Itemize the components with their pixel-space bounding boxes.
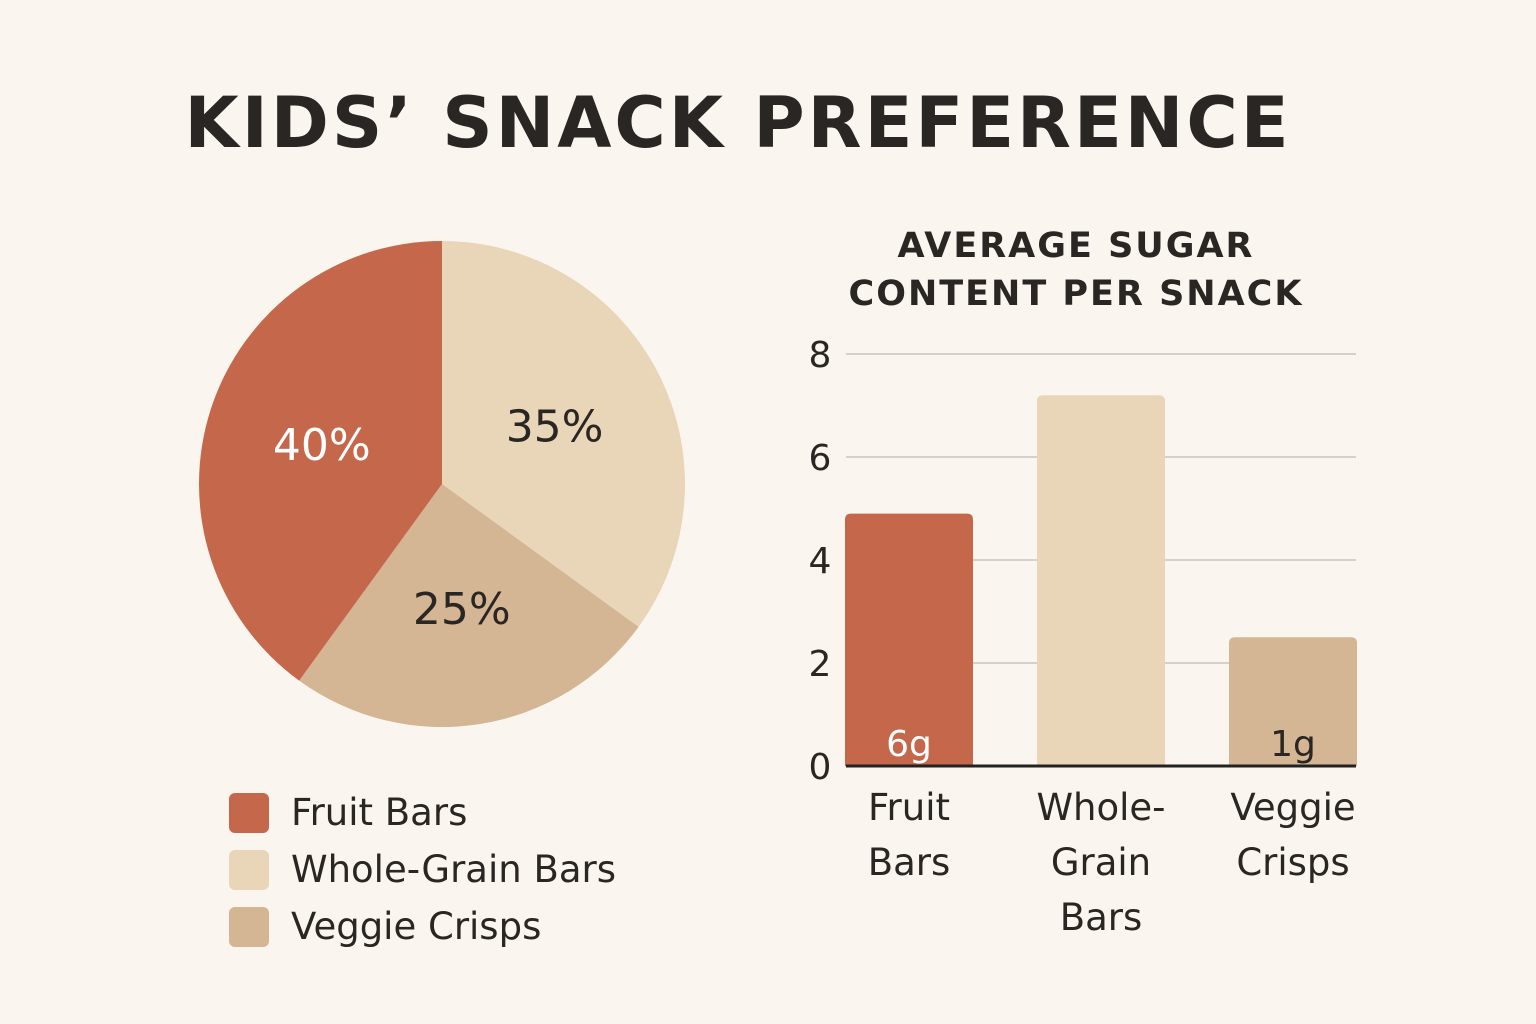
pie-slice [199, 241, 442, 681]
x-tick-label: Bars [868, 841, 951, 884]
chart-title: KIDS’ SNACK PREFERENCE [184, 82, 1292, 164]
legend-item-fruit-bars: Fruit Bars [229, 784, 616, 841]
x-tick-label: Crisps [1236, 841, 1349, 884]
legend-swatch [229, 792, 269, 833]
bar-title-line: CONTENT PER SNACK [848, 274, 1304, 314]
y-tick-label: 2 [809, 644, 832, 685]
pie-legend: Fruit Bars Whole-Grain Bars Veggie Crisp… [229, 784, 616, 955]
legend-swatch [229, 906, 269, 947]
x-tick-label: Whole- [1036, 786, 1165, 829]
legend-label: Fruit Bars [291, 791, 468, 834]
bar [1037, 395, 1165, 766]
bar [1229, 637, 1357, 766]
y-tick-label: 0 [809, 747, 832, 788]
y-tick-label: 6 [809, 438, 832, 479]
pie-slice [442, 241, 685, 627]
legend-swatch [229, 849, 269, 890]
pie-slice-label: 40% [273, 420, 371, 471]
y-tick-label: 8 [809, 335, 832, 376]
legend-item-whole-grain-bars: Whole-Grain Bars [229, 841, 616, 898]
bar-title-line: AVERAGE SUGAR [897, 226, 1255, 266]
x-tick-label: Grain [1051, 841, 1151, 884]
x-tick-label: Fruit [868, 786, 950, 829]
x-tick-label: Bars [1060, 896, 1143, 939]
y-tick-label: 4 [809, 541, 832, 582]
x-tick-label: Veggie [1230, 786, 1355, 829]
bar [845, 513, 973, 766]
pie-slice-label: 25% [413, 584, 511, 635]
pie-slice [299, 484, 639, 727]
bar-data-label: 1g [1270, 724, 1316, 765]
legend-label: Whole-Grain Bars [291, 848, 617, 891]
legend-label: Veggie Crisps [291, 905, 542, 948]
bar-chart-title: AVERAGE SUGAR CONTENT PER SNACK [846, 222, 1306, 318]
pie-slice-label: 35% [506, 402, 604, 453]
bar-data-label: 6g [886, 724, 932, 765]
legend-item-veggie-crisps: Veggie Crisps [229, 898, 616, 955]
